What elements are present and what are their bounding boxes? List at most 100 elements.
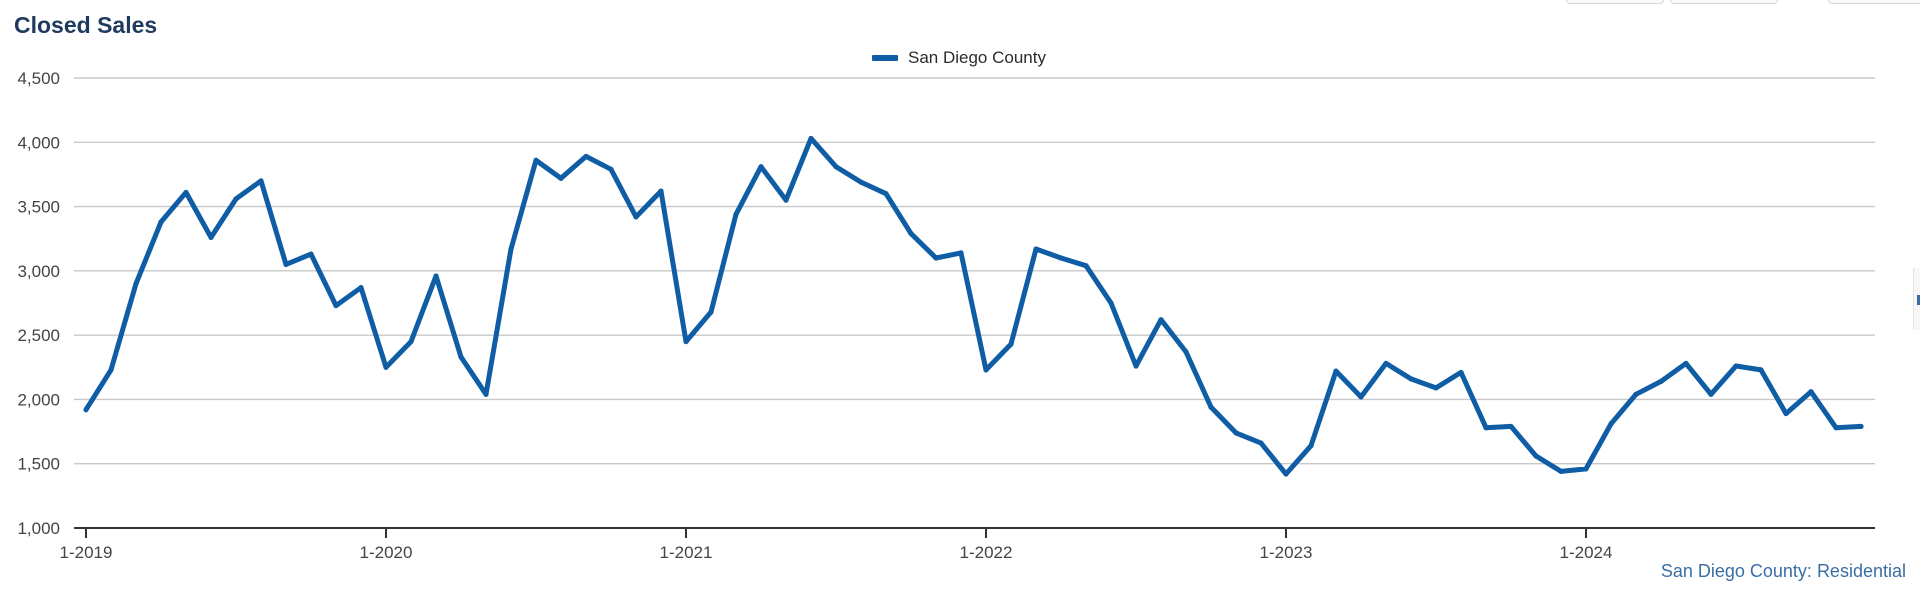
x-tick-label: 1-2019 <box>60 543 113 562</box>
data-point[interactable] <box>233 196 239 202</box>
data-point[interactable] <box>1008 341 1014 347</box>
data-point[interactable] <box>358 284 364 291</box>
data-point[interactable] <box>708 309 714 315</box>
x-tick-label: 1-2020 <box>360 543 413 562</box>
series-line[interactable] <box>83 135 1864 477</box>
data-point[interactable] <box>508 246 514 252</box>
grid-lines <box>74 77 1875 529</box>
data-point[interactable] <box>783 197 789 203</box>
chart-title: Closed Sales <box>14 12 158 38</box>
data-point[interactable] <box>1533 453 1539 459</box>
data-point[interactable] <box>658 188 664 194</box>
data-point[interactable] <box>1758 367 1764 373</box>
data-point[interactable] <box>958 250 964 256</box>
data-point[interactable] <box>308 251 314 257</box>
data-point[interactable] <box>1558 468 1564 475</box>
data-point[interactable] <box>383 364 389 370</box>
data-point[interactable] <box>833 164 839 170</box>
side-scroll-indicator <box>1917 295 1920 305</box>
legend-label: San Diego County <box>908 48 1046 67</box>
data-point[interactable] <box>208 234 214 241</box>
data-point[interactable] <box>1433 385 1439 391</box>
data-point[interactable] <box>1783 410 1789 417</box>
data-point[interactable] <box>933 255 939 261</box>
y-tick-label: 1,500 <box>17 455 60 474</box>
data-point[interactable] <box>558 175 564 181</box>
data-point[interactable] <box>458 354 464 360</box>
data-point[interactable] <box>633 214 639 220</box>
data-point[interactable] <box>1833 425 1839 431</box>
data-point[interactable] <box>1708 391 1714 397</box>
x-axis: 1-2019 1-2020 1-2021 1-2022 1-2023 1-2024 <box>60 528 1613 562</box>
data-point[interactable] <box>1633 391 1639 397</box>
data-point[interactable] <box>108 367 114 373</box>
x-tick-label: 1-2024 <box>1560 543 1613 562</box>
series-layer <box>83 135 1864 477</box>
data-point[interactable] <box>1333 368 1339 374</box>
data-point[interactable] <box>1683 360 1689 367</box>
data-point[interactable] <box>408 338 414 345</box>
data-point[interactable] <box>1508 423 1514 430</box>
data-point[interactable] <box>883 191 889 197</box>
y-tick-label: 2,000 <box>17 390 60 409</box>
data-point[interactable] <box>258 178 264 184</box>
data-point[interactable] <box>1458 369 1464 376</box>
y-axis-labels: 1,000 1,500 2,000 2,500 3,000 3,500 4,000 4,500 <box>17 69 60 538</box>
data-point[interactable] <box>583 153 589 160</box>
data-point[interactable] <box>533 157 539 163</box>
y-tick-label: 3,000 <box>17 262 60 281</box>
data-point[interactable] <box>1058 255 1064 261</box>
data-point[interactable] <box>1583 466 1589 472</box>
source-label: San Diego County: Residential <box>1660 561 1906 581</box>
data-point[interactable] <box>433 273 439 279</box>
legend-item[interactable]: San Diego County <box>872 46 1046 70</box>
y-tick-label: 4,500 <box>17 69 60 88</box>
data-point[interactable] <box>758 164 764 170</box>
data-point[interactable] <box>1258 440 1264 446</box>
legend-swatch <box>872 55 898 61</box>
y-tick-label: 2,500 <box>17 326 60 345</box>
y-tick-label: 1,000 <box>17 519 60 538</box>
data-point[interactable] <box>183 189 189 196</box>
x-tick-label: 1-2021 <box>660 543 713 562</box>
data-point[interactable] <box>858 179 864 185</box>
data-point[interactable] <box>1183 349 1189 355</box>
x-tick-label: 1-2022 <box>960 543 1013 562</box>
data-point[interactable] <box>683 338 689 345</box>
x-tick-label: 1-2023 <box>1260 543 1313 562</box>
data-point[interactable] <box>1483 425 1489 431</box>
data-point[interactable] <box>608 166 614 172</box>
data-point[interactable] <box>983 367 989 373</box>
data-point[interactable] <box>1408 376 1414 382</box>
data-point[interactable] <box>1233 430 1239 436</box>
data-point[interactable] <box>133 281 139 287</box>
data-point[interactable] <box>808 135 814 142</box>
toolbar-button[interactable] <box>1828 0 1920 4</box>
y-tick-label: 3,500 <box>17 198 60 217</box>
data-point[interactable] <box>733 211 739 217</box>
data-point[interactable] <box>1083 263 1089 269</box>
data-point[interactable] <box>1658 378 1664 385</box>
y-tick-label: 4,000 <box>17 133 60 152</box>
data-point[interactable] <box>1308 443 1314 449</box>
data-point[interactable] <box>1608 421 1614 427</box>
data-point[interactable] <box>1283 471 1289 477</box>
data-point[interactable] <box>1858 423 1864 430</box>
side-scroll-handle[interactable] <box>1913 268 1920 330</box>
data-point[interactable] <box>1108 300 1114 306</box>
data-point[interactable] <box>908 230 914 237</box>
data-point[interactable] <box>1158 317 1164 323</box>
data-point[interactable] <box>483 391 489 397</box>
data-point[interactable] <box>1358 394 1364 400</box>
data-point[interactable] <box>1133 363 1139 369</box>
data-point[interactable] <box>1033 246 1039 252</box>
data-point[interactable] <box>1733 363 1739 369</box>
data-point[interactable] <box>83 407 89 413</box>
data-point[interactable] <box>158 219 164 225</box>
data-point[interactable] <box>333 302 339 309</box>
data-point[interactable] <box>283 261 289 268</box>
data-point[interactable] <box>1208 404 1214 410</box>
data-point[interactable] <box>1808 389 1814 395</box>
data-point[interactable] <box>1383 360 1389 367</box>
